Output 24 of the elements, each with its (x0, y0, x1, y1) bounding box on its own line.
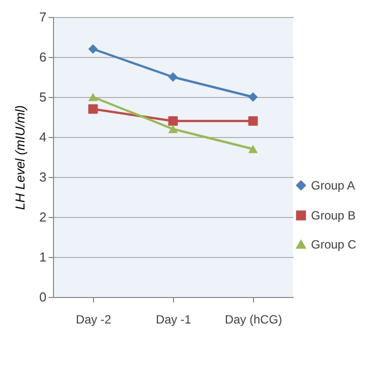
y-tick-label: 5 (39, 90, 46, 104)
y-tick-label: 7 (39, 10, 46, 24)
point (88, 44, 98, 54)
legend-label: Group A (311, 178, 356, 192)
y-tick-label: 3 (39, 170, 46, 184)
point (88, 92, 98, 102)
legend-label: Group B (311, 208, 356, 222)
y-tick-label: 1 (39, 250, 46, 264)
point (168, 116, 178, 126)
point (248, 144, 258, 154)
legend-label: Group C (311, 237, 357, 252)
x-tick-label: Day -1 (156, 312, 192, 326)
x-tick-label: Day -2 (76, 312, 112, 326)
y-tick-label: 2 (39, 210, 46, 224)
point (168, 124, 178, 134)
point (88, 104, 98, 114)
point (248, 92, 258, 102)
x-tick-label: Day (hCG) (224, 312, 282, 326)
y-tick-label: 4 (39, 130, 46, 144)
point (248, 116, 258, 126)
y-tick-label: 6 (39, 50, 46, 64)
y-axis-title: LH Level (mIU/ml) (12, 105, 28, 210)
point (168, 72, 178, 82)
y-tick-label: 0 (39, 290, 46, 304)
